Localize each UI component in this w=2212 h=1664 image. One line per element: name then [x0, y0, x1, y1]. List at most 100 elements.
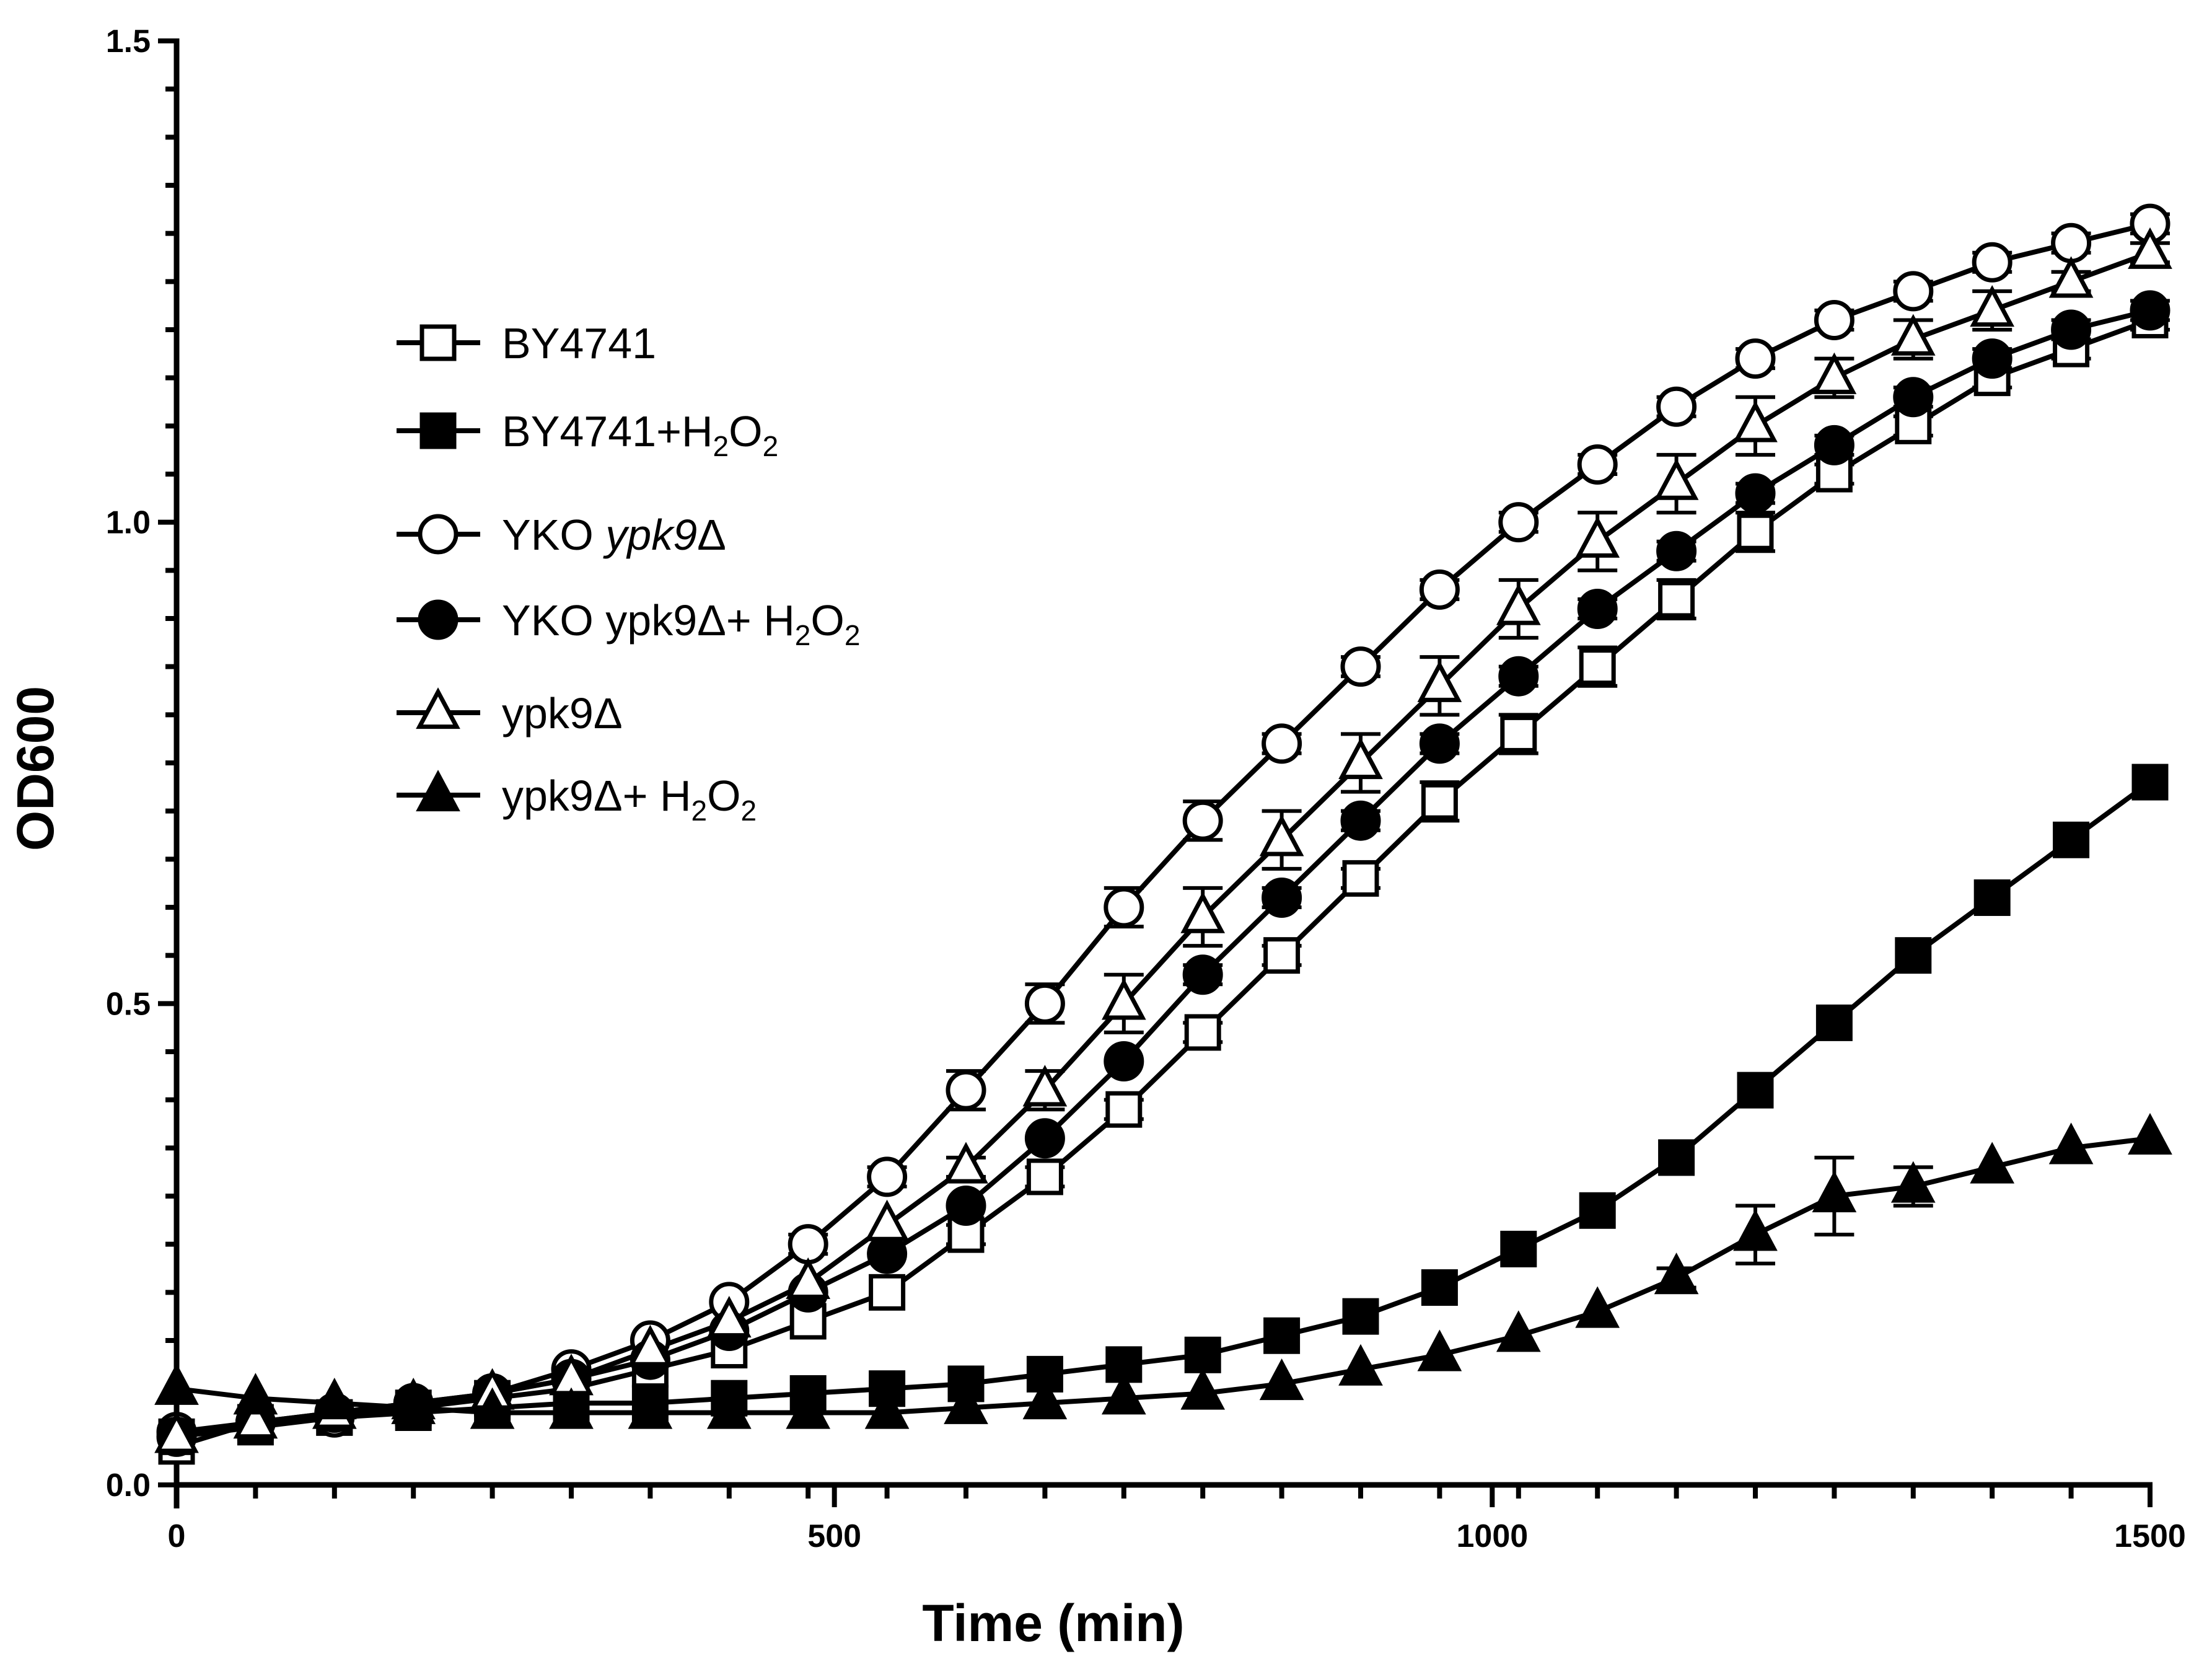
- data-point-square-filled: [1815, 1004, 1853, 1041]
- data-point-circle-open: [1419, 569, 1460, 610]
- data-point-square-filled: [1737, 1072, 1774, 1109]
- data-point-square-open: [1342, 860, 1379, 897]
- data-point-circle-open: [1972, 242, 2012, 283]
- series-lines: [175, 221, 2152, 1449]
- data-point-square-open: [869, 1274, 906, 1311]
- series-line-square-filled: [176, 780, 2152, 1440]
- axes: 0.0 0.5 1.0 1.5 0 500 1000 1500: [106, 24, 2186, 1554]
- y-tick-label: 1.5: [106, 24, 151, 59]
- data-point-square-filled: [1184, 1336, 1221, 1373]
- data-point-circle-open: [1814, 299, 1854, 340]
- data-point-circle-filled: [1024, 1118, 1065, 1159]
- data-point-triangle-filled: [786, 1387, 831, 1429]
- data-point-triangle-open: [1496, 583, 1541, 625]
- data-point-circle-filled: [1498, 656, 1539, 697]
- data-point-circle-open: [788, 1224, 828, 1265]
- data-point-circle-filled: [1419, 723, 1460, 764]
- y-tick-label: 0.5: [106, 986, 151, 1022]
- data-point-triangle-open: [1101, 978, 1146, 1020]
- legend-marker-circle-open: [418, 514, 459, 555]
- x-tick-label: 1000: [1456, 1518, 1528, 1554]
- data-point-triangle-filled: [944, 1382, 988, 1424]
- data-point-triangle-filled: [706, 1387, 752, 1429]
- data-point-triangle-filled: [154, 1363, 199, 1405]
- legend-label: ypk9Δ+ H2O2: [502, 772, 757, 827]
- data-point-circle-open: [1893, 271, 1934, 312]
- data-point-triangle-open: [1417, 660, 1462, 702]
- legend-label: BY4741+H2O2: [502, 407, 778, 462]
- y-axis-title: OD600: [6, 686, 64, 851]
- data-point-circle-open: [867, 1156, 908, 1197]
- data-point-circle-filled: [1893, 377, 1934, 418]
- data-point-triangle-filled: [1022, 1378, 1068, 1420]
- data-point-circle-filled: [1262, 877, 1302, 918]
- x-tick-label: 0: [168, 1518, 186, 1554]
- legend: BY4741 BY4741+H2O2 YKO ypk9Δ YKO ypk9Δ+ H2O…: [397, 319, 860, 827]
- legend-marker-square-filled: [419, 412, 457, 449]
- data-point-triangle-open: [1022, 1065, 1068, 1107]
- legend-label: YKO ypk9Δ: [502, 511, 726, 559]
- series-line-triangle-filled: [176, 1135, 2151, 1415]
- data-point-triangle-filled: [2048, 1122, 2094, 1164]
- legend-item-square-filled: BY4741+H2O2: [397, 407, 778, 462]
- series-line-circle-filled: [176, 308, 2151, 1440]
- data-point-triangle-open: [1338, 737, 1383, 780]
- data-point-circle-filled: [867, 1233, 908, 1274]
- data-point-triangle-open: [1259, 814, 1304, 856]
- data-point-triangle-open: [1733, 400, 1778, 442]
- data-point-triangle-filled: [1496, 1310, 1541, 1352]
- data-point-square-open: [1184, 1014, 1221, 1051]
- data-point-circle-filled: [946, 1186, 986, 1226]
- data-point-triangle-open: [1970, 285, 2015, 327]
- data-point-square-filled: [1500, 1230, 1537, 1267]
- legend-item-square-open: BY4741: [397, 319, 656, 368]
- data-point-triangle-open: [2048, 256, 2094, 298]
- data-point-circle-open: [1104, 887, 1144, 928]
- data-point-circle-filled: [1577, 588, 1618, 629]
- data-point-triangle-open: [2128, 227, 2172, 269]
- data-point-square-filled: [1342, 1298, 1379, 1335]
- data-point-square-open: [1737, 513, 1774, 550]
- data-point-circle-open: [1182, 800, 1223, 841]
- data-point-triangle-open: [1575, 516, 1620, 558]
- legend-label: ypk9Δ: [502, 689, 623, 737]
- data-point-square-filled: [1105, 1346, 1143, 1383]
- data-point-triangle-filled: [470, 1387, 515, 1429]
- data-point-circle-open: [1735, 338, 1776, 379]
- data-point-square-filled: [1263, 1317, 1301, 1354]
- data-point-triangle-filled: [1812, 1171, 1857, 1213]
- data-point-square-filled: [1973, 879, 2011, 916]
- data-point-circle-filled: [1182, 954, 1223, 995]
- data-point-triangle-open: [944, 1142, 988, 1184]
- data-point-triangle-filled: [1338, 1344, 1383, 1386]
- data-point-triangle-filled: [1101, 1373, 1146, 1415]
- data-point-triangle-filled: [628, 1387, 673, 1429]
- data-point-square-filled: [1421, 1269, 1458, 1306]
- x-tick-label: 1500: [2114, 1518, 2186, 1554]
- data-point-triangle-open: [1812, 352, 1857, 394]
- legend-label: BY4741: [502, 319, 656, 368]
- y-tick-label: 1.0: [106, 505, 151, 541]
- data-point-triangle-open: [1890, 314, 1936, 356]
- data-point-triangle-filled: [1654, 1252, 1699, 1295]
- data-point-square-filled: [1658, 1139, 1695, 1176]
- y-tick-label: 0.0: [106, 1468, 151, 1503]
- data-point-square-open: [1105, 1091, 1143, 1128]
- data-point-triangle-filled: [1575, 1286, 1620, 1328]
- data-point-triangle-filled: [1970, 1142, 2015, 1184]
- data-point-triangle-filled: [1180, 1368, 1226, 1410]
- data-point-triangle-open: [864, 1199, 910, 1241]
- legend-item-triangle-filled: ypk9Δ+ H2O2: [397, 770, 757, 827]
- data-point-circle-filled: [2130, 290, 2170, 331]
- data-point-square-open: [1500, 715, 1537, 752]
- data-point-triangle-filled: [391, 1382, 436, 1424]
- data-point-triangle-filled: [1417, 1329, 1462, 1371]
- data-point-circle-filled: [1656, 530, 1697, 571]
- data-point-triangle-open: [706, 1296, 752, 1338]
- data-point-triangle-filled: [1733, 1209, 1778, 1251]
- data-point-circle-open: [1656, 386, 1697, 427]
- data-point-triangle-open: [628, 1324, 673, 1367]
- data-point-circle-filled: [1735, 473, 1776, 514]
- data-point-circle-filled: [1814, 425, 1854, 465]
